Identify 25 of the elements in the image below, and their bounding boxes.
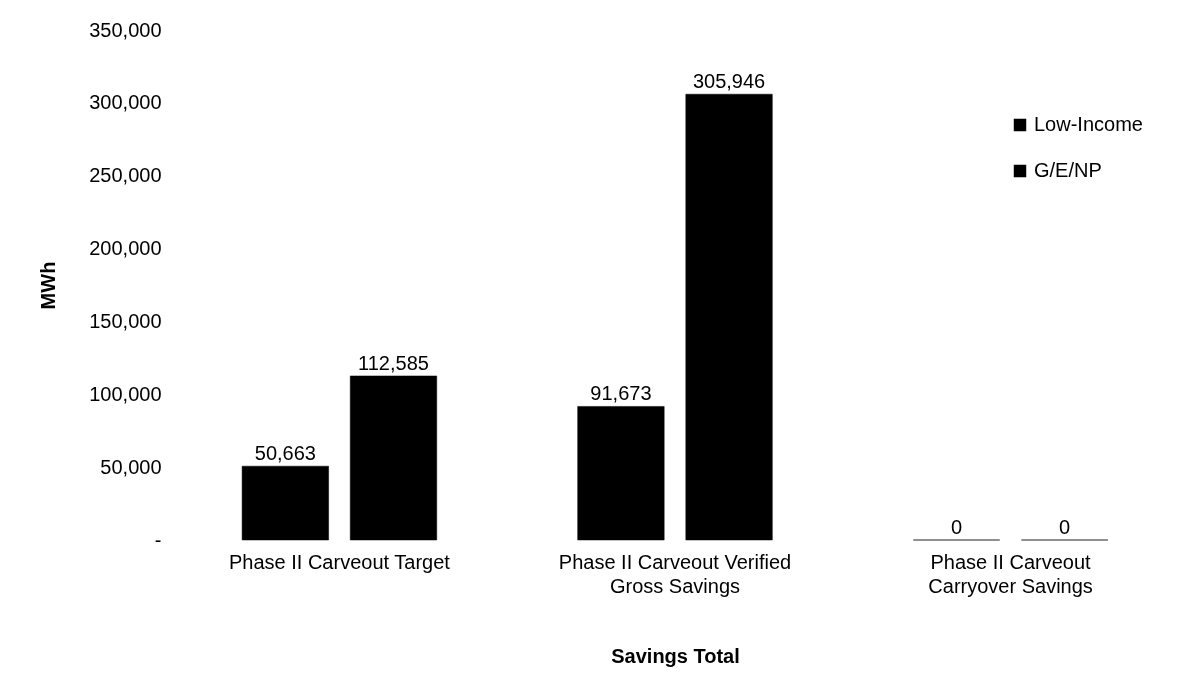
- bar: [685, 93, 773, 541]
- data-label: 50,663: [254, 442, 316, 465]
- y-tick-label: 100,000: [89, 382, 162, 405]
- y-tick-label: 300,000: [89, 91, 162, 114]
- legend-label: Low-Income: [1034, 113, 1143, 135]
- legend-label: G/E/NP: [1034, 159, 1102, 181]
- y-tick-label: 250,000: [89, 164, 162, 187]
- x-tick-label: Phase II Carveout Verified Gross Savings: [558, 550, 792, 597]
- bar: [241, 465, 329, 541]
- y-axis-title: MWh: [37, 261, 60, 310]
- y-tick-label: 150,000: [89, 309, 162, 332]
- data-label: 305,946: [692, 70, 766, 93]
- data-label: 91,673: [590, 382, 652, 405]
- y-tick-label: 350,000: [89, 18, 162, 41]
- y-tick-label: 50,000: [100, 455, 162, 478]
- bar: [577, 406, 665, 541]
- data-label: 0: [950, 516, 963, 538]
- x-axis-title: Savings Total: [611, 644, 740, 667]
- y-tick-label: 200,000: [89, 237, 162, 260]
- data-label: 0: [1059, 516, 1071, 538]
- y-tick-label: -: [154, 528, 162, 551]
- x-tick-label: Phase II Carveout Carryover Savings: [928, 550, 1093, 597]
- data-label: 112,585: [358, 351, 429, 374]
- bar: [349, 375, 437, 541]
- x-tick-label: Phase II Carveout Target: [228, 550, 451, 573]
